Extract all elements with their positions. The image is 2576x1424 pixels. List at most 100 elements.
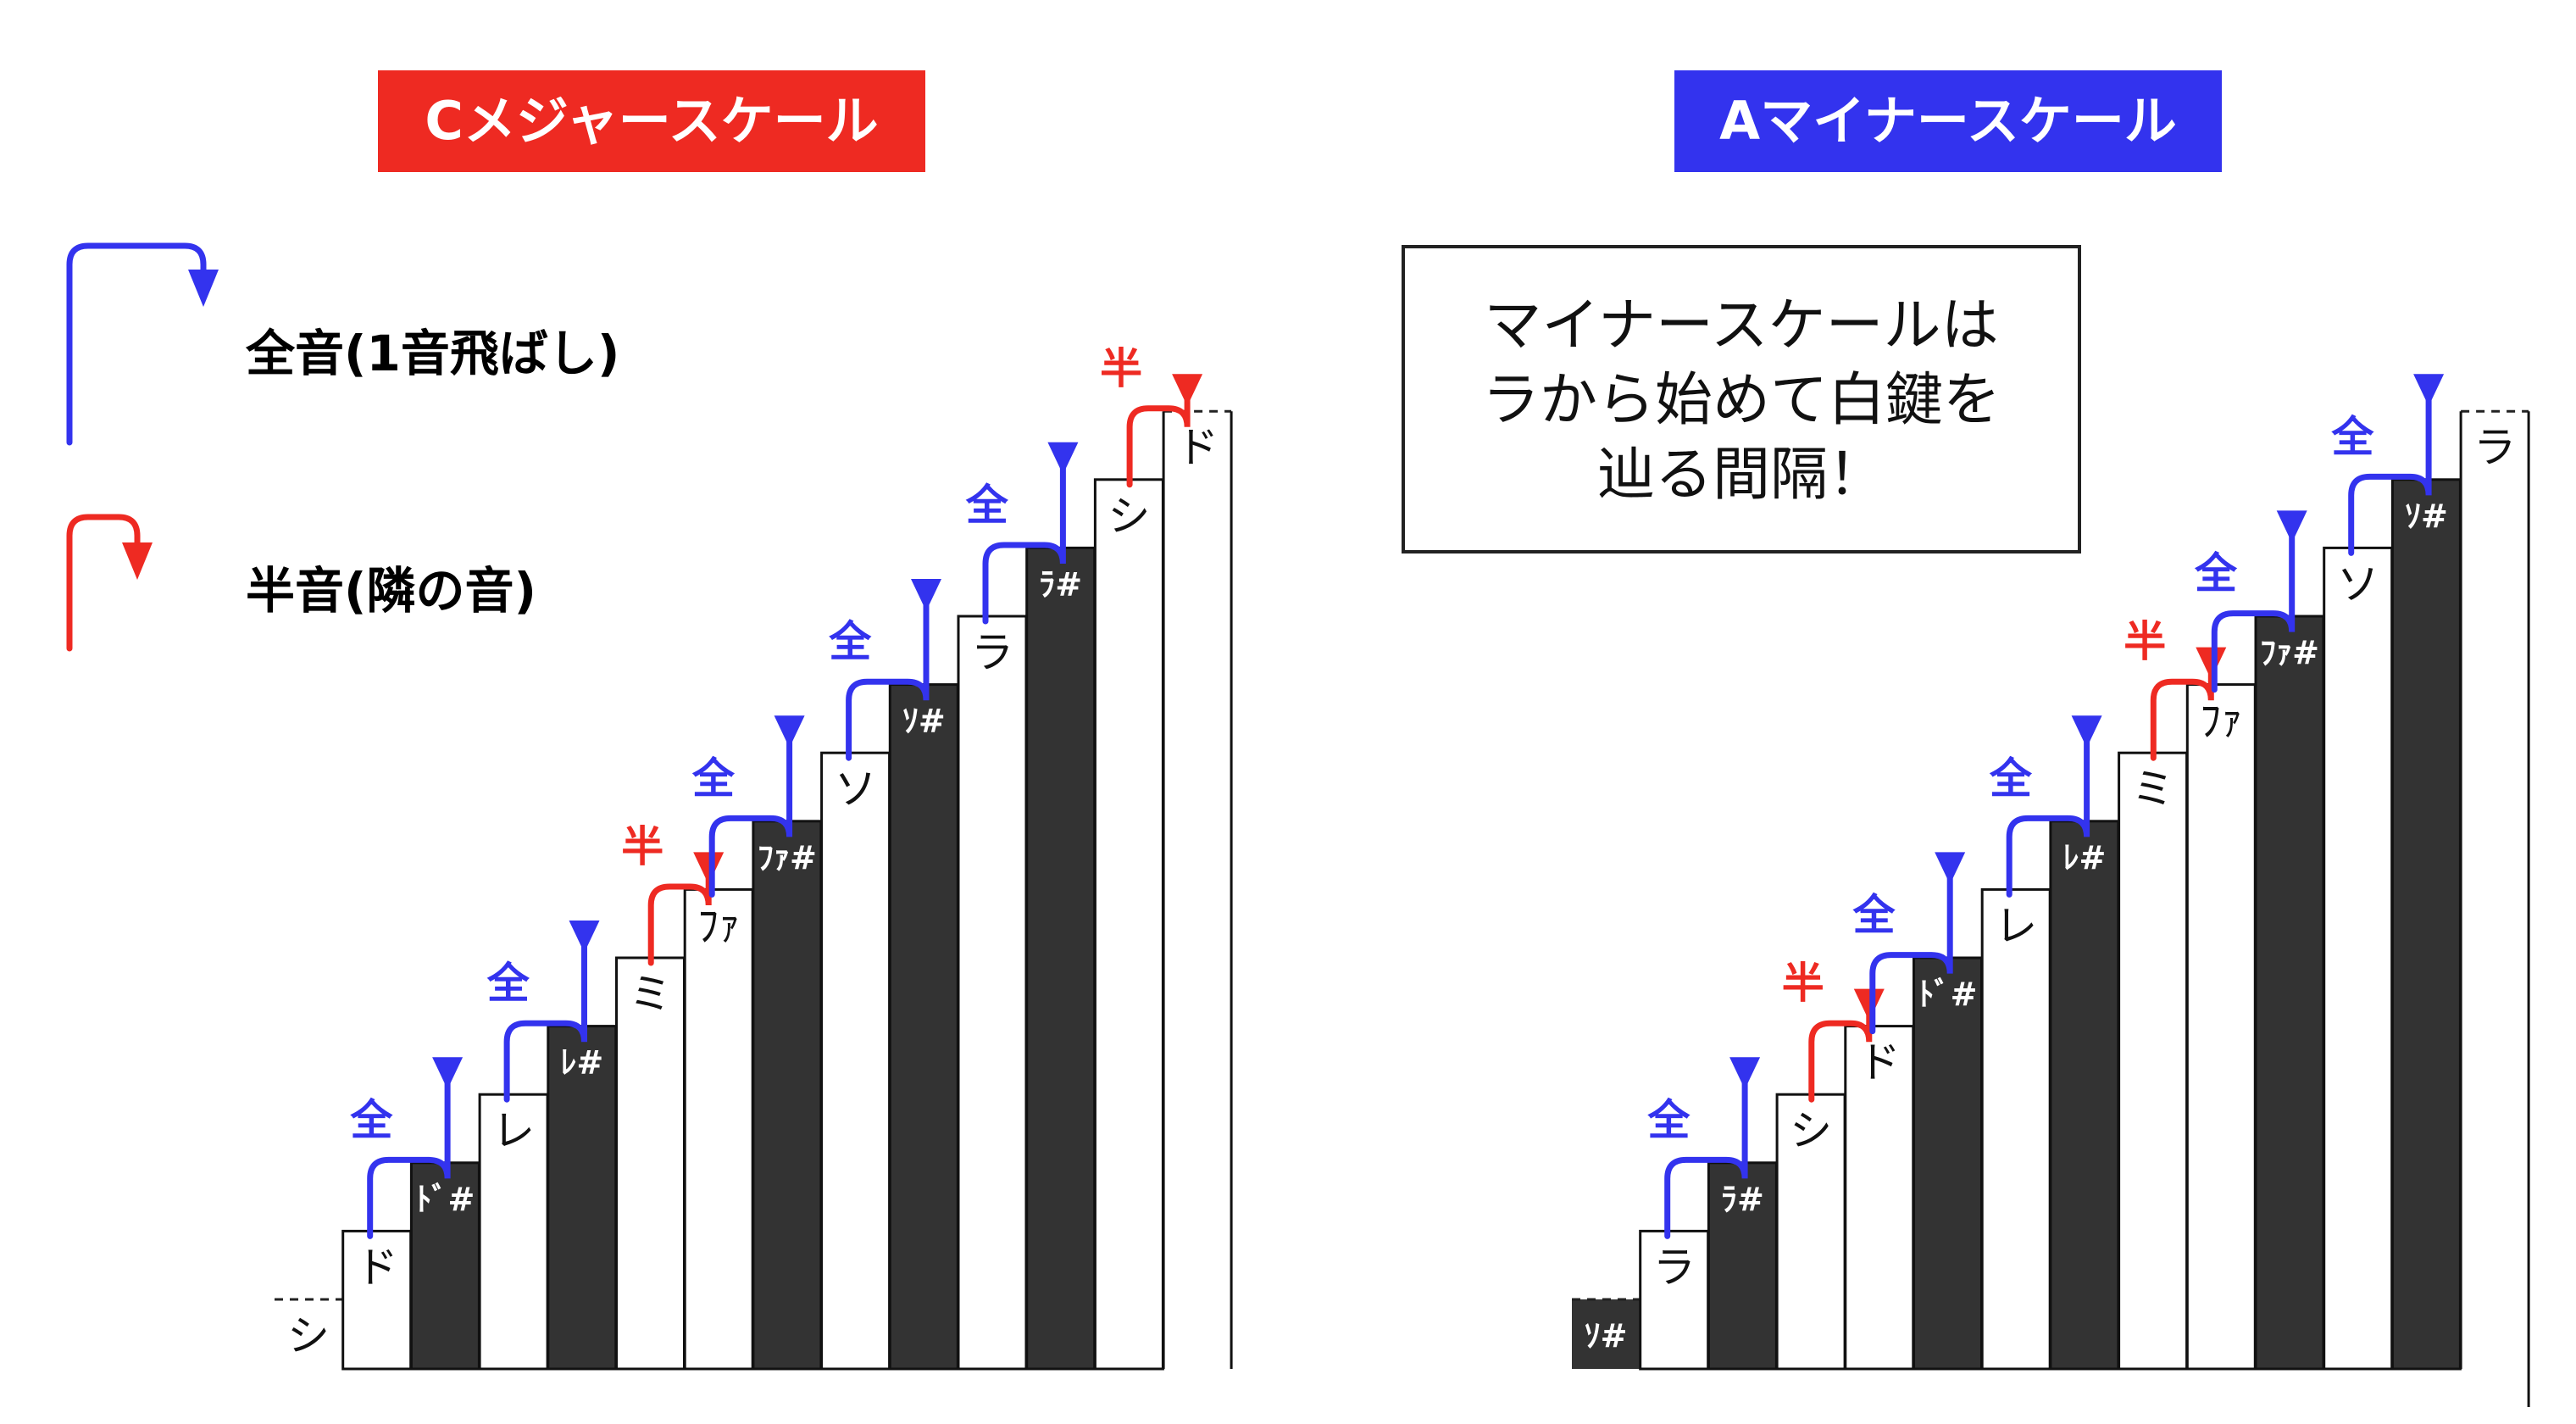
note-line-1: マイナースケールは	[1484, 292, 1999, 359]
whole-step-label: 全	[965, 481, 1009, 530]
legend-half-label: 半音(隣の音)	[246, 562, 537, 620]
half-step-label: 半	[621, 822, 663, 871]
half-step-arrow	[647, 859, 712, 966]
black-key	[2254, 615, 2325, 1371]
key-label: シ	[1108, 492, 1150, 541]
arrowhead	[569, 921, 600, 953]
whole-step-label: 全	[486, 959, 530, 1008]
black-key	[1707, 1161, 1778, 1371]
arrowhead	[1935, 852, 1966, 885]
arrowhead	[1172, 374, 1203, 407]
whole-step-arrow	[367, 1064, 451, 1239]
key-label: シ	[1790, 1106, 1832, 1155]
key-label: ｿ#	[902, 703, 946, 740]
legend-arrows	[66, 242, 219, 652]
whole-step-arrow	[1869, 859, 1953, 1035]
arrowhead	[2276, 510, 2307, 543]
black-key	[2390, 478, 2462, 1371]
black-key	[1913, 956, 1983, 1371]
arrowhead	[693, 852, 724, 885]
black-key	[1025, 546, 1096, 1371]
key-label: ﾌｧ	[697, 901, 740, 950]
key-label: ﾄﾞ#	[415, 1181, 475, 1218]
key-label: ソ	[2337, 559, 2379, 609]
key-label: シ	[287, 1311, 330, 1360]
legend-whole-arrow	[66, 242, 207, 446]
arrowhead	[2071, 715, 2102, 748]
half-step-label: 半	[1100, 344, 1142, 393]
black-key	[888, 683, 959, 1371]
key-label: ﾌｧ#	[758, 839, 817, 876]
whole-step-label: 全	[828, 617, 872, 666]
arrowhead	[1047, 442, 1079, 475]
white-key	[341, 1229, 413, 1371]
key-label: ﾗ#	[1039, 565, 1082, 603]
legend-whole-label: 全音(1音飛ばし)	[246, 325, 620, 382]
whole-step-arrow	[982, 449, 1066, 625]
arrowhead	[122, 542, 153, 580]
arrowhead	[2196, 647, 2227, 680]
key-label: ラ	[2473, 423, 2516, 472]
whole-step-label: 全	[2194, 549, 2238, 598]
a-minor-title: Aマイナースケール	[1674, 70, 2222, 172]
whole-step-arrow	[2006, 722, 2090, 898]
half-step-arrow	[1808, 996, 1873, 1103]
black-key	[547, 1025, 618, 1371]
white-key	[957, 615, 1028, 1371]
white-key	[1844, 1025, 1915, 1371]
white-key	[820, 751, 891, 1371]
white-key	[615, 956, 686, 1371]
white-key	[2118, 751, 2189, 1371]
key-label: ﾚ#	[2062, 839, 2106, 876]
half-step-label: 半	[2124, 617, 2166, 666]
arrowhead	[188, 270, 219, 307]
legend-half-arrow	[66, 514, 141, 652]
white-key	[1639, 1229, 1710, 1371]
note-line-2: ラから始めて白鍵を	[1481, 367, 2001, 434]
key-label: ｿ#	[1585, 1317, 1628, 1354]
white-key	[1093, 478, 1164, 1371]
key-label: ﾌｧ#	[2260, 634, 2319, 671]
key-label: ミ	[2132, 765, 2174, 814]
white-key	[1980, 887, 2051, 1371]
whole-step-arrow	[708, 722, 793, 898]
half-step-arrow	[2150, 654, 2214, 761]
whole-step-label: 全	[691, 754, 736, 803]
key-label: ﾄﾞ#	[1918, 976, 1978, 1013]
key-label: ラ	[1653, 1243, 1696, 1292]
arrowhead	[1729, 1057, 1761, 1090]
arrowhead	[1853, 988, 1885, 1021]
half-step-label: 半	[1782, 959, 1824, 1008]
whole-step-label: 全	[1989, 754, 2033, 803]
black-key	[2049, 820, 2120, 1371]
minor-scale-note: マイナースケールは ラから始めて白鍵を 辿る間隔！	[1402, 245, 2081, 553]
key-label: ド	[356, 1243, 398, 1292]
key-label: ﾚ#	[560, 1044, 603, 1082]
whole-step-arrow	[503, 927, 587, 1103]
key-label: ラ	[971, 628, 1013, 677]
white-key	[683, 887, 754, 1371]
black-key	[752, 820, 823, 1371]
note-line-3: 辿る間隔！	[1596, 442, 1885, 509]
key-label: ﾌｧ	[2200, 697, 2242, 746]
key-label: レ	[1995, 901, 2037, 950]
whole-step-arrow	[2211, 517, 2296, 693]
arrowhead	[911, 579, 941, 611]
arrowhead	[432, 1057, 464, 1090]
key-label: ｿ#	[2405, 498, 2448, 535]
key-label: ﾗ#	[1721, 1181, 1764, 1218]
key-label: ド	[1858, 1038, 1901, 1087]
whole-step-label: 全	[349, 1095, 393, 1144]
half-step-arrow	[1126, 381, 1191, 488]
whole-step-label: 全	[1646, 1095, 1690, 1144]
arrowhead	[2413, 374, 2445, 407]
whole-step-label: 全	[2330, 412, 2374, 461]
white-key	[2323, 546, 2394, 1371]
whole-step-arrow	[1664, 1064, 1748, 1239]
key-ghost	[1572, 1299, 1640, 1369]
whole-step-arrow	[2348, 381, 2432, 556]
whole-step-arrow	[846, 586, 930, 761]
